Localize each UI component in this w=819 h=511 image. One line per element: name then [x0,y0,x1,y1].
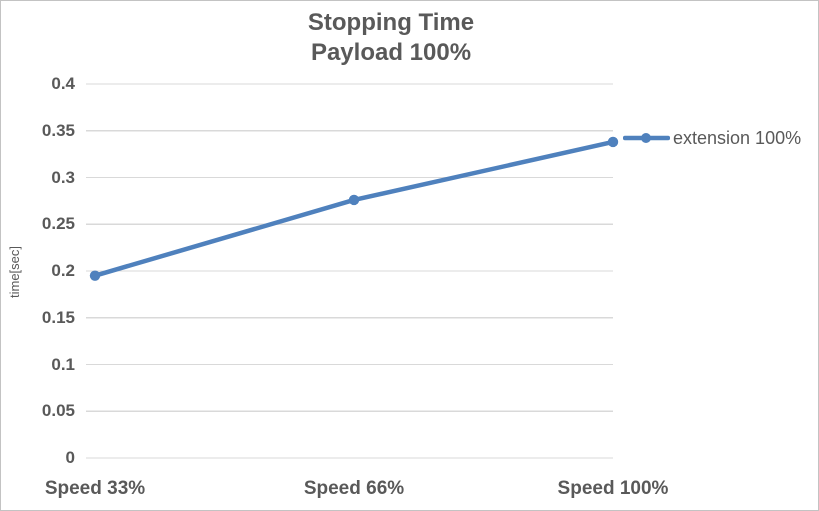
chart-title: Stopping Time Payload 100% [1,8,781,68]
y-tick-label: 0.1 [51,354,75,374]
y-tick-label: 0.3 [51,167,75,187]
y-tick-label: 0.25 [41,214,75,234]
y-tick-label: 0.2 [51,261,75,280]
x-tick-label: Speed 100% [557,478,669,499]
legend-label: extension 100% [673,127,802,148]
x-tick-label: Speed 33% [44,478,146,499]
series-line [92,139,616,278]
y-tick-label: 0 [65,448,75,467]
y-tick-label: 0.05 [41,401,75,421]
data-point-marker [607,136,619,148]
data-point-marker [89,270,101,281]
x-tick-label: Speed 66% [303,478,405,499]
y-tick-label: 0.35 [41,120,75,140]
y-tick-label: 0.4 [51,74,75,93]
chart-title-line2: Payload 100% [310,39,472,66]
y-tick-label: 0.15 [41,307,75,327]
legend: extension 100% [623,127,801,149]
legend-line-marker-icon [623,133,670,143]
chart-title-line1: Stopping Time [307,9,475,36]
data-point-marker [348,194,360,206]
